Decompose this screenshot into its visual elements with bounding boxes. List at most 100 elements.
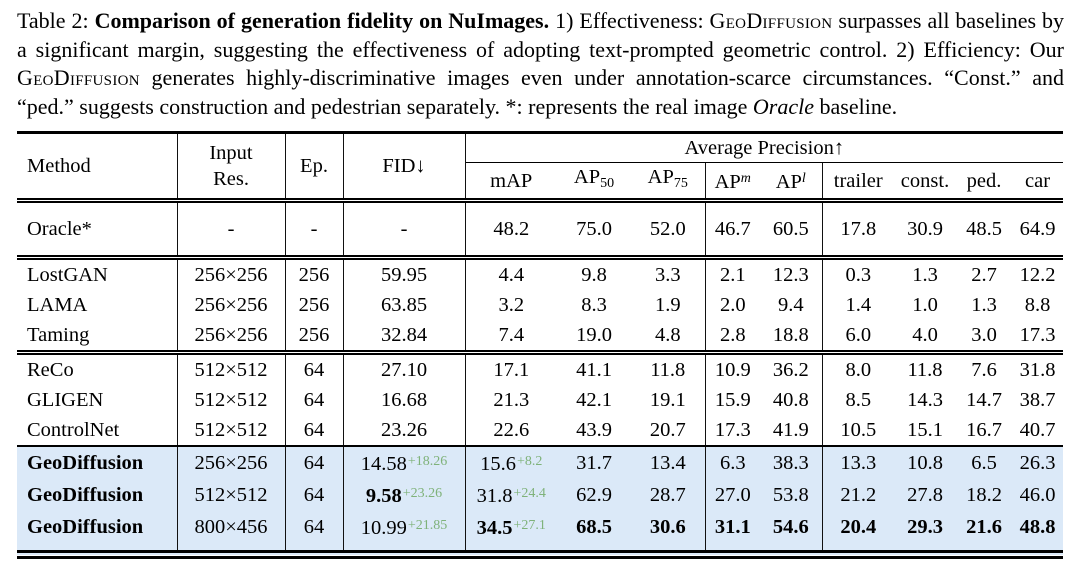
col-header-ap50: AP50 bbox=[557, 163, 631, 201]
cell-ep: 64 bbox=[285, 446, 344, 480]
cell-value: 64 bbox=[303, 452, 325, 475]
cell-car: 40.7 bbox=[1012, 415, 1063, 446]
cell-fid: 63.85 bbox=[343, 290, 466, 321]
cell-value: 48.2 bbox=[493, 218, 530, 241]
cell-value: 54.6 bbox=[772, 516, 809, 539]
cell-input-res: - bbox=[177, 200, 286, 258]
cell-value: 27.8 bbox=[907, 484, 943, 507]
cell-method: GLIGEN bbox=[17, 385, 178, 416]
cell-trailer: 1.4 bbox=[822, 290, 894, 320]
cell-ap50: 41.1 bbox=[557, 353, 631, 386]
col-header-input-res-line2: Res. bbox=[213, 168, 249, 191]
cell-value: 1.9 bbox=[654, 294, 681, 317]
cell-value: 36.2 bbox=[772, 359, 809, 382]
cell-value: 9.58 bbox=[365, 485, 402, 508]
cell-value: 7.6 bbox=[971, 359, 997, 382]
cell-value: 64 bbox=[303, 389, 325, 412]
cell-value: 17.3 bbox=[714, 419, 751, 442]
table-row-lostgan: LostGAN 256×256 256 59.95 4.4 9.8 3.3 2.1 12.3 0.… bbox=[17, 257, 1063, 291]
cell-value: 14.3 bbox=[907, 389, 943, 412]
col-header-label: trailer bbox=[833, 169, 883, 192]
cell-value: 20.4 bbox=[840, 516, 877, 539]
cell-ep: 256 bbox=[285, 320, 344, 353]
results-table: Method Input Res. Ep. FID↓ Average Precis… bbox=[17, 131, 1064, 560]
cell-ap50: 31.7 bbox=[557, 446, 631, 480]
col-header-method: Method bbox=[17, 132, 178, 201]
cell-value: 28.7 bbox=[649, 484, 686, 507]
header-row-sub: mAP AP50 AP75 APm APl trailer const. ped. car bbox=[17, 162, 1063, 201]
cell-ep: 64 bbox=[285, 352, 344, 386]
cell-ap75: 28.7 bbox=[631, 479, 706, 512]
cell-car: 31.8 bbox=[1012, 353, 1063, 386]
table-group-oracle: Oracle* - - - 48.2 75.0 52.0 46.7 60.5 17.8 30.9 48… bbox=[17, 200, 1063, 258]
col-header-ap75: AP75 bbox=[631, 162, 706, 201]
cell-ap75: 20.7 bbox=[631, 415, 706, 447]
col-header-apm: APm bbox=[705, 163, 760, 201]
cell-value: 6.5 bbox=[971, 452, 997, 475]
cell-value: 6.3 bbox=[719, 452, 746, 475]
cell-apl: 53.8 bbox=[760, 479, 823, 512]
cell-ap75: 11.8 bbox=[631, 352, 706, 386]
cell-value: 27.10 bbox=[380, 359, 428, 382]
cell-fid: 59.95 bbox=[343, 257, 466, 291]
cell-value: 10.5 bbox=[840, 419, 877, 442]
cell-ep: 64 bbox=[285, 385, 344, 416]
cell-const: 1.3 bbox=[894, 258, 956, 291]
cell-value: 60.5 bbox=[772, 218, 809, 241]
delta-value: +18.26 bbox=[407, 454, 448, 470]
cell-value: 9.8 bbox=[581, 264, 607, 287]
cell-value: 31.1 bbox=[714, 516, 751, 539]
cell-fid: 32.84 bbox=[343, 320, 466, 353]
cell-value: LostGAN bbox=[27, 264, 108, 287]
table-header: Method Input Res. Ep. FID↓ Average Precis… bbox=[17, 132, 1064, 201]
caption-segment: Table 2: bbox=[17, 8, 95, 33]
cell-input-res: 256×256 bbox=[177, 290, 286, 321]
cell-value: 12.3 bbox=[772, 264, 809, 287]
delta-value: +24.4 bbox=[513, 486, 546, 502]
cell-value: 29.3 bbox=[907, 516, 943, 539]
cell-value: Oracle* bbox=[27, 218, 92, 241]
cell-value: 53.8 bbox=[772, 484, 809, 507]
cell-const: 15.1 bbox=[894, 415, 956, 446]
caption-segment: baseline. bbox=[814, 93, 898, 119]
cell-ped: 18.2 bbox=[956, 479, 1012, 512]
cell-value: 15.1 bbox=[907, 419, 943, 442]
cell-map: 7.4 bbox=[465, 320, 557, 353]
col-header-subscript: 50 bbox=[600, 176, 615, 192]
table-row-reco: ReCo 512×512 64 27.10 17.1 41.1 11.8 10.9 36.2 8.… bbox=[17, 352, 1063, 386]
cell-value: 2.7 bbox=[971, 264, 997, 287]
cell-value: 512×512 bbox=[194, 359, 268, 382]
cell-value: 256 bbox=[298, 324, 330, 347]
cell-value: 31.8 bbox=[476, 485, 513, 508]
cell-value: 34.5 bbox=[476, 517, 513, 540]
cell-const: 29.3 bbox=[894, 511, 956, 555]
cell-ep: 64 bbox=[285, 511, 344, 555]
cell-map: 48.2 bbox=[465, 201, 557, 258]
cell-ped: 2.7 bbox=[956, 258, 1012, 291]
cell-value: ReCo bbox=[27, 359, 74, 382]
cell-car: 64.9 bbox=[1012, 201, 1063, 258]
cell-value: 2.1 bbox=[719, 264, 746, 287]
cell-const: 1.0 bbox=[894, 290, 956, 320]
caption-segment: Comparison of generation fidelity on NuI… bbox=[94, 8, 550, 33]
cell-input-res: 512×512 bbox=[177, 352, 286, 386]
cell-value: 18.8 bbox=[772, 324, 809, 347]
col-header-map: mAP bbox=[465, 163, 557, 201]
cell-ap50: 9.8 bbox=[557, 258, 631, 291]
cell-map: 22.6 bbox=[465, 415, 557, 446]
cell-value: 8.5 bbox=[845, 389, 872, 412]
cell-value: 64 bbox=[303, 516, 325, 539]
cell-value: 256 bbox=[298, 294, 330, 317]
paper-page: Table 2: Comparison of generation fideli… bbox=[0, 7, 1080, 560]
cell-value: 17.8 bbox=[840, 218, 877, 241]
col-header-ped: ped. bbox=[956, 163, 1012, 201]
cell-apl: 9.4 bbox=[760, 290, 823, 321]
cell-method: LostGAN bbox=[17, 257, 178, 291]
cell-apm: 27.0 bbox=[705, 479, 760, 512]
cell-value: 64 bbox=[303, 419, 325, 442]
table-row-geodiffusion: GeoDiffusion 800×456 64 10.99+21.85 34.5+27.… bbox=[17, 511, 1064, 555]
cell-method: GeoDiffusion bbox=[17, 479, 178, 512]
cell-value: 11.8 bbox=[650, 359, 686, 382]
cell-value: 256×256 bbox=[194, 452, 268, 475]
cell-value: 22.6 bbox=[493, 419, 530, 442]
